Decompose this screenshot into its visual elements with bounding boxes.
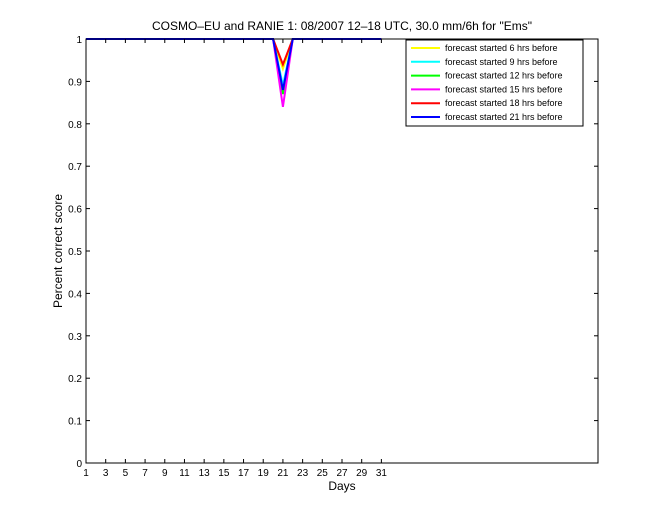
x-tick-label: 11	[179, 468, 190, 479]
x-tick-label: 1	[83, 468, 89, 479]
y-tick-label: 0.9	[68, 77, 82, 88]
x-tick-label: 31	[376, 468, 388, 479]
legend-entry: forecast started 21 hrs before	[445, 112, 563, 122]
y-tick-label: 0.6	[68, 205, 82, 216]
legend-entry: forecast started 9 hrs before	[445, 57, 558, 67]
x-tick-label: 17	[238, 468, 250, 479]
y-tick-label: 1	[76, 35, 82, 46]
x-tick-label: 25	[317, 468, 329, 479]
legend-entry: forecast started 15 hrs before	[445, 84, 563, 94]
legend-entry: forecast started 18 hrs before	[445, 98, 563, 108]
x-ticks: 1 3 5 7 9 11 13 15 17 19 21 23 25 27 29 31	[83, 39, 387, 479]
x-tick-label: 15	[218, 468, 230, 479]
x-tick-label: 9	[162, 468, 168, 479]
x-tick-label: 13	[199, 468, 211, 479]
legend-box	[405, 39, 584, 127]
y-tick-label: 0.5	[68, 247, 82, 258]
x-tick-label: 19	[258, 468, 270, 479]
x-tick-label: 27	[336, 468, 348, 479]
x-tick-label: 5	[123, 468, 129, 479]
y-tick-label: 0	[76, 459, 82, 470]
x-tick-label: 7	[142, 468, 148, 479]
y-axis-label: Percent correct score	[51, 194, 65, 308]
y-tick-label: 0.2	[68, 374, 82, 385]
x-axis-label: Days	[328, 479, 355, 493]
y-tick-label: 0.7	[68, 162, 82, 173]
chart-title: COSMO–EU and RANIE 1: 08/2007 12–18 UTC,…	[152, 19, 532, 33]
legend-entry: forecast started 6 hrs before	[445, 43, 558, 53]
x-tick-label: 23	[297, 468, 309, 479]
legend-entry: forecast started 12 hrs before	[445, 71, 563, 81]
y-tick-label: 0.8	[68, 120, 82, 131]
y-tick-label: 0.4	[68, 289, 82, 300]
y-tick-label: 0.3	[68, 332, 82, 343]
y-tick-label: 0.1	[68, 417, 82, 428]
x-tick-label: 3	[103, 468, 109, 479]
y-ticks: 0 0.1 0.2 0.3 0.4 0.5 0.6 0.7 0.8 0.9 1	[68, 35, 598, 470]
legend: forecast started 6 hrs before forecast st…	[405, 39, 584, 127]
x-tick-label: 21	[277, 468, 289, 479]
x-tick-label: 29	[356, 468, 368, 479]
